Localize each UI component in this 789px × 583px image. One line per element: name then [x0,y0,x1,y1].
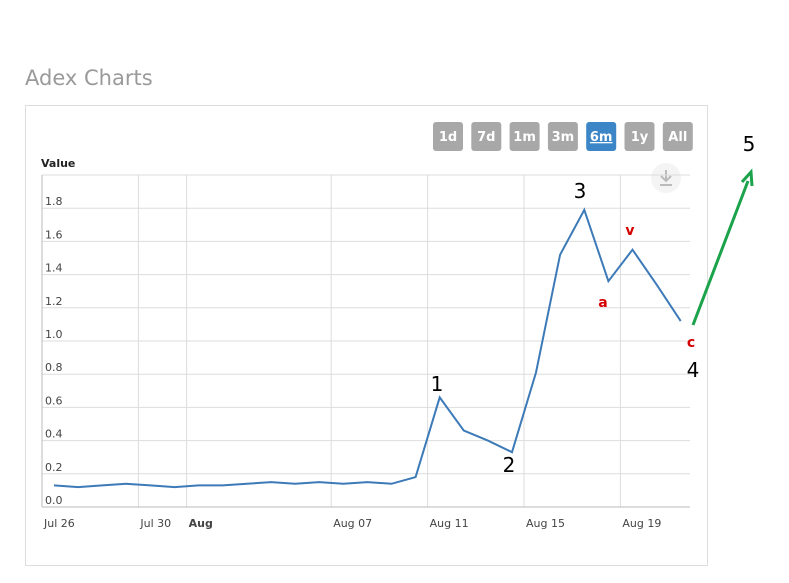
range-button-label: 7d [477,130,495,145]
range-button[interactable] [433,122,463,151]
x-tick-label: Jul 30 [139,517,171,530]
x-tick-label: Aug 15 [526,517,565,530]
y-tick-label: 0.6 [45,394,63,407]
x-tick-label: Aug 19 [622,517,661,530]
y-tick-label: 0.8 [45,361,63,374]
chart-panel [25,105,708,566]
x-tick-label: Aug [189,517,213,530]
annotation: c [687,335,695,351]
range-button[interactable] [624,122,655,151]
y-tick-label: 1.6 [45,228,63,241]
y-tick-label: 1.4 [45,262,63,275]
range-button-label: All [668,130,687,145]
y-tick-label: 1.2 [45,295,63,308]
range-button-label: 1m [513,130,536,145]
y-tick-label: 1.0 [45,328,63,341]
range-button-label: 1y [631,130,649,145]
annotation: 5 [743,132,756,156]
page-title: Adex Charts [25,66,153,90]
y-tick-label: 0.0 [45,494,63,507]
y-tick-label: 0.2 [45,461,63,474]
range-button-label: 1d [439,130,457,145]
annotation: 1 [431,372,444,396]
range-button-label: 3m [552,130,575,145]
arrow-head [740,168,754,187]
annotation: 3 [574,179,587,203]
x-tick-label: Jul 26 [43,517,75,530]
range-button[interactable] [662,122,693,151]
x-tick-label: Aug 07 [333,517,372,530]
y-tick-label: 1.8 [45,195,63,208]
line [53,207,682,489]
range-button[interactable] [471,122,502,151]
range-button[interactable] [509,122,540,151]
annotation: a [598,295,607,311]
range-button[interactable] [547,122,578,151]
y-axis-title: Value [41,157,75,170]
range-button-label: 6m [590,130,613,145]
range-button[interactable] [586,122,617,151]
annotation: v [625,223,634,239]
annotation: 4 [687,358,700,382]
annotation: 2 [503,453,516,477]
arrow [691,180,750,326]
y-tick-label: 0.4 [45,428,63,441]
x-tick-label: Aug 11 [430,517,469,530]
